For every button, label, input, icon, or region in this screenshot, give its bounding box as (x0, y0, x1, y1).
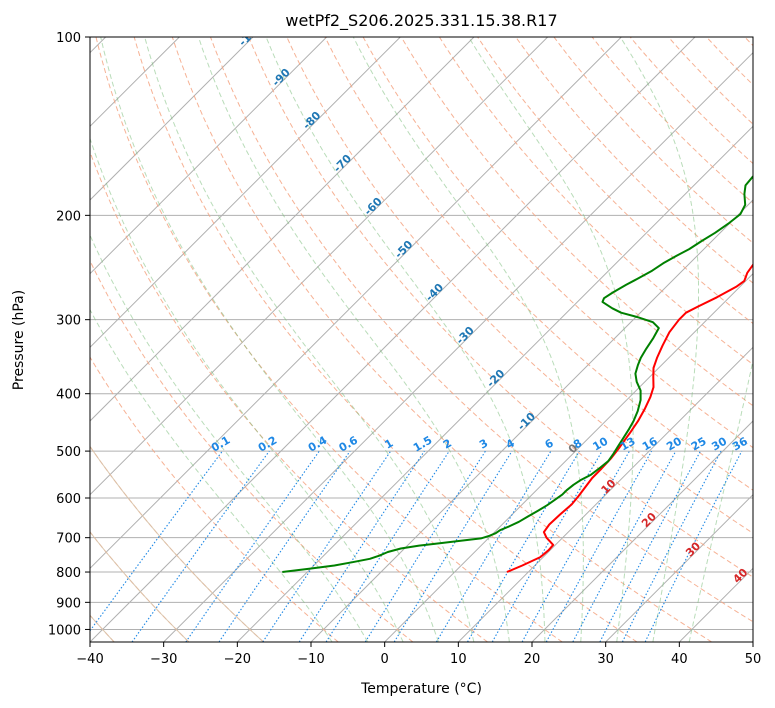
isotherm-line (90, 37, 549, 496)
dry-adiabat (171, 37, 712, 642)
reference-curve (90, 445, 264, 642)
mixing-ratio-line (393, 450, 513, 642)
moist-adiabat (688, 358, 753, 642)
adiabat-label: -100 (236, 20, 265, 49)
dry-adiabat (591, 37, 753, 204)
reference-curve (90, 531, 190, 642)
dry-adiabat (286, 37, 753, 534)
x-tick-label: −20 (224, 652, 251, 667)
chart-title: wetPf2_S206.2025.331.15.38.R17 (285, 11, 557, 31)
y-tick-label: 900 (56, 596, 81, 611)
y-tick-label: 100 (56, 31, 81, 46)
moist-adiabat (619, 37, 699, 642)
y-tick-label: 800 (56, 566, 81, 581)
x-tick-label: 20 (524, 652, 541, 667)
dry-adiabat (324, 37, 753, 491)
mixing-ratio-line (185, 450, 320, 642)
isotherm-line (384, 272, 753, 642)
dry-adiabat (90, 259, 414, 642)
dry-adiabat (90, 150, 488, 642)
dewpoint-profile-line (282, 175, 753, 573)
y-tick-label: 1000 (48, 623, 81, 638)
x-tick-label: 0 (381, 652, 389, 667)
mixing-ratio-line (521, 450, 630, 642)
x-tick-label: 30 (597, 652, 614, 667)
y-tick-label: 500 (56, 445, 81, 460)
isotherm-line (605, 493, 753, 642)
y-tick-label: 300 (56, 314, 81, 329)
isobar-gridlines (90, 37, 753, 630)
dry-adiabat (362, 37, 753, 449)
x-tick-label: −10 (297, 652, 324, 667)
moist-adiabat (265, 37, 546, 642)
y-axis-label: Pressure (hPa) (11, 290, 27, 390)
moist-adiabat (352, 37, 584, 642)
y-tick-label: 600 (56, 492, 81, 507)
dry-adiabat (438, 37, 753, 366)
moist-adiabat (90, 233, 369, 642)
isotherm-line (90, 37, 696, 642)
dry-adiabat (248, 37, 753, 578)
x-tick-label: 40 (671, 652, 688, 667)
mixing-ratio-line (599, 450, 701, 642)
y-tick-label: 400 (56, 388, 81, 403)
y-tick-label: 200 (56, 209, 81, 224)
plot-frame (89, 36, 754, 643)
mixing-ratio-line (90, 450, 223, 632)
x-tick-label: −30 (150, 652, 177, 667)
mixing-ratio-line (644, 450, 743, 642)
isotherm-line (90, 37, 401, 349)
isotherm-line (90, 37, 254, 201)
x-axis-ticks: −40 −30 −20 −10 0 10 20 30 40 50 (76, 642, 761, 667)
dry-adiabat (133, 37, 638, 642)
mixing-ratio-line (218, 450, 351, 642)
isotherm-line (236, 125, 753, 642)
x-tick-label: −40 (76, 652, 103, 667)
dry-adiabat (553, 37, 753, 244)
mixing-ratio-line (545, 450, 653, 642)
mixing-ratio-line (131, 450, 270, 642)
dry-adiabat (210, 37, 753, 623)
sounding-profiles (282, 175, 753, 573)
y-axis-ticks: 1000 900 800 700 600 500 400 300 200 100 (48, 31, 90, 638)
y-tick-label: 700 (56, 532, 81, 547)
isotherm-line (90, 37, 328, 275)
isotherm-line (457, 346, 753, 642)
isotherm-line (531, 420, 753, 642)
dry-adiabat (90, 356, 339, 642)
mixing-ratio-line (572, 450, 677, 642)
moist-adiabat (144, 37, 475, 642)
moist-adiabat (468, 37, 634, 642)
dry-adiabat (477, 37, 753, 325)
mixing-ratio-line (621, 450, 722, 642)
x-axis-label: Temperature (°C) (360, 681, 482, 697)
mixing-ratio-line (298, 450, 425, 642)
x-tick-label: 50 (745, 652, 762, 667)
moist-adiabat (90, 308, 333, 642)
mixing-ratio-line (325, 450, 450, 642)
moist-adiabat (90, 137, 404, 642)
moist-adiabat-lines (90, 37, 753, 642)
dry-adiabat-lines (90, 37, 753, 642)
moist-adiabat (198, 37, 510, 642)
isotherm-line (90, 37, 475, 422)
x-tick-label: 10 (450, 652, 467, 667)
temperature-profile-line (506, 263, 753, 573)
skewed-isotherm-gridlines (90, 37, 753, 642)
mixing-ratio-lines (90, 450, 743, 642)
isotherm-line (163, 51, 753, 642)
mixing-ratio-line (262, 450, 392, 642)
moist-adiabat (100, 37, 439, 642)
mixing-ratio-line (364, 450, 486, 642)
dry-adiabat (400, 37, 753, 407)
mixing-ratio-line (435, 450, 552, 642)
isotherm-line (90, 37, 622, 570)
